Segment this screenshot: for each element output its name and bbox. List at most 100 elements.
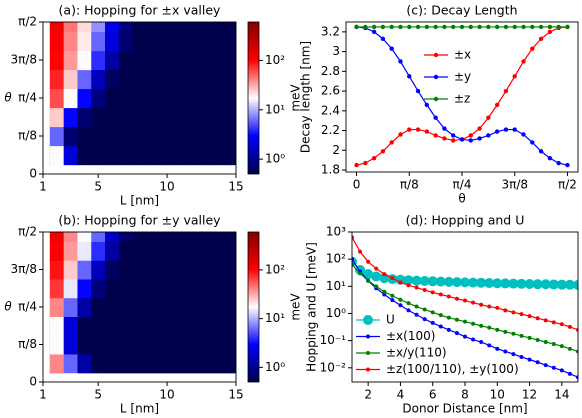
heatmap-cell <box>118 31 134 52</box>
heatmap-cell <box>215 232 230 242</box>
point <box>463 319 467 324</box>
point <box>446 327 451 332</box>
y-tick-label: 10³ <box>326 225 346 239</box>
x-axis-label: L [nm] <box>120 194 159 208</box>
y-tick-label: 3 <box>332 44 340 58</box>
heatmap-cell <box>105 260 120 280</box>
heatmap-cell <box>215 88 230 109</box>
legend-label: ±x <box>454 48 471 62</box>
heatmap-cell <box>105 69 120 90</box>
heatmap-cell <box>63 69 79 90</box>
point <box>454 331 459 336</box>
point <box>446 294 451 299</box>
colorbar-tick-label: 10¹ <box>265 102 285 116</box>
heatmap-cell <box>160 69 175 90</box>
x-tick-label: π/4 <box>453 178 472 192</box>
point <box>380 36 386 41</box>
heatmap-cell <box>132 232 147 242</box>
heatmap-cell <box>118 145 134 166</box>
point <box>503 349 508 354</box>
point <box>363 160 368 166</box>
point <box>354 24 359 30</box>
heatmap-cell <box>215 297 230 317</box>
x-tick-label: 1 <box>39 388 47 402</box>
heatmap-cell <box>118 241 134 261</box>
heatmap-cell <box>132 241 147 261</box>
point <box>366 278 371 283</box>
panel-title: (d): Hopping and U <box>406 213 525 228</box>
x-tick-label: 5 <box>94 388 102 402</box>
heatmap-cell <box>215 145 230 166</box>
y-axis-label: θ <box>4 300 12 314</box>
x-tick-label: 10 <box>159 388 174 402</box>
heatmap-cell <box>132 107 147 128</box>
point <box>527 335 532 340</box>
point <box>535 316 540 321</box>
point <box>559 368 564 373</box>
heatmap-cell <box>63 353 79 374</box>
heatmap-cell <box>105 316 120 336</box>
point <box>438 292 443 297</box>
heatmap-cell <box>187 31 203 52</box>
point <box>427 276 438 287</box>
point <box>363 269 374 280</box>
point <box>511 310 516 315</box>
heatmap-cell <box>63 241 79 261</box>
heatmap-cell <box>160 107 175 128</box>
point <box>415 24 421 30</box>
point <box>519 312 524 317</box>
point <box>556 24 561 30</box>
heatmap-cell <box>173 353 189 374</box>
plot-area <box>354 24 570 168</box>
heatmap-cell <box>63 278 79 299</box>
heatmap-cell <box>229 353 236 374</box>
heatmap-cell <box>187 232 203 242</box>
point <box>468 138 473 143</box>
heatmap-cell <box>146 126 161 147</box>
heatmap-cell <box>105 241 120 261</box>
heatmap-cell <box>63 88 79 109</box>
y-tick-label: 2 <box>332 143 340 157</box>
heatmap-cell <box>77 316 92 336</box>
heatmap-cell <box>132 88 147 109</box>
heatmap-cell <box>187 69 203 90</box>
y-tick-label: π/4 <box>18 91 37 105</box>
point <box>406 308 411 313</box>
heatmap-cell <box>63 107 79 128</box>
heatmap-cell <box>118 297 134 317</box>
x-tick-label: π/2 <box>558 178 577 192</box>
point <box>435 276 446 287</box>
heatmap-cell <box>146 31 161 52</box>
point <box>495 327 500 332</box>
point <box>477 126 482 131</box>
point <box>512 24 517 30</box>
point <box>573 279 578 290</box>
point <box>403 275 414 286</box>
y-tick-label: 2.8 <box>321 64 340 78</box>
heatmap-cell <box>229 69 236 90</box>
heatmap-cell <box>146 297 161 317</box>
point <box>358 271 363 276</box>
heatmap-cell <box>91 69 106 90</box>
point <box>424 24 430 30</box>
point <box>512 74 517 79</box>
point <box>532 279 543 290</box>
heatmap-cell <box>77 241 92 261</box>
point <box>430 290 435 295</box>
x-tick-label: 6 <box>429 388 437 402</box>
point <box>468 277 479 288</box>
point <box>371 29 377 35</box>
heatmap-cell <box>201 31 216 52</box>
heatmap-cell <box>49 278 65 299</box>
heatmap-cell <box>63 335 79 355</box>
heatmap-cell <box>215 260 230 280</box>
heatmap-cell <box>49 107 65 128</box>
point <box>451 24 456 30</box>
heatmap-cell <box>105 107 120 128</box>
heatmap-cell <box>105 232 120 242</box>
point <box>500 278 511 289</box>
legend-label: ±z <box>454 92 470 106</box>
heatmap-cell <box>49 297 65 317</box>
plot-area <box>352 235 578 380</box>
heatmap-cell <box>132 335 147 355</box>
